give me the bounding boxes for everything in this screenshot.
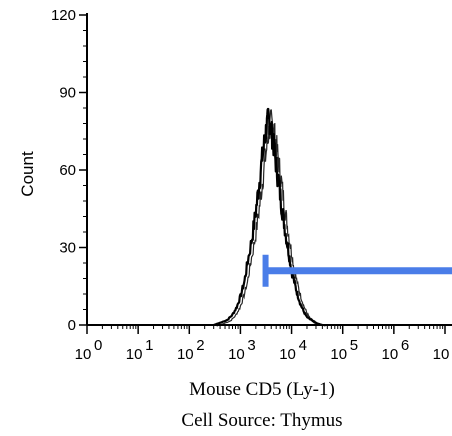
- x-tick-label: 10: [382, 346, 399, 363]
- x-tick-exponent: 3: [247, 337, 255, 354]
- y-axis-title: Count: [18, 151, 37, 197]
- x-tick-exponent: 1: [145, 337, 153, 354]
- x-tick-exponent: 5: [350, 337, 358, 354]
- plot-area: [213, 107, 452, 327]
- y-tick-label: 60: [59, 162, 76, 179]
- y-tick-label: 30: [59, 240, 76, 257]
- y-tick-label: 120: [51, 7, 76, 24]
- x-tick-label: 10: [126, 346, 143, 363]
- y-tick-label: 90: [59, 85, 76, 102]
- histogram-series-line: [213, 107, 323, 327]
- x-tick-exponent: 0: [94, 337, 102, 354]
- chart-subtitle: Cell Source: Thymus: [181, 410, 342, 431]
- x-tick-label: 10: [75, 346, 92, 363]
- x-tick-label: 10: [433, 346, 450, 363]
- x-axis-title: Mouse CD5 (Ly-1): [189, 379, 335, 400]
- y-tick-label: 0: [68, 317, 76, 334]
- x-tick-exponent: 6: [401, 337, 409, 354]
- x-tick-label: 10: [279, 346, 296, 363]
- x-tick-exponent: 4: [299, 337, 307, 354]
- x-tick-exponent: 2: [196, 337, 204, 354]
- x-tick-label: 10: [177, 346, 194, 363]
- axes: 0306090120100101102103104105106107: [51, 7, 452, 363]
- x-tick-label: 10: [228, 346, 245, 363]
- x-tick-label: 10: [330, 346, 347, 363]
- histogram-series-outline: [216, 109, 326, 327]
